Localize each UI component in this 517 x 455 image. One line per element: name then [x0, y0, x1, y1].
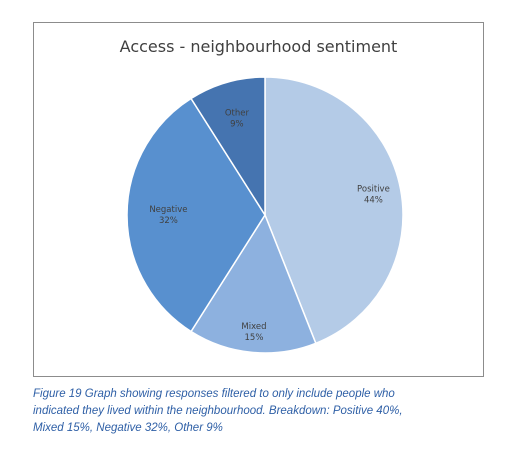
pie-slice-mixed	[190, 213, 317, 354]
slice-label-mixed: Mixed 15%	[241, 322, 266, 343]
slice-value-negative: 32%	[159, 216, 178, 226]
caption-line-1: Figure 19 Graph showing responses filter…	[33, 388, 395, 400]
slice-value-positive: 44%	[364, 195, 383, 205]
caption-line-2: indicated they lived within the neighbou…	[33, 405, 403, 417]
slice-label-negative: Negative 32%	[149, 205, 187, 226]
chart-title: Access - neighbourhood sentiment	[119, 37, 398, 56]
slice-value-other: 9%	[230, 119, 244, 129]
chart-frame: Access - neighbourhood sentiment Positiv…	[33, 22, 484, 377]
pie-slice-positive	[264, 76, 404, 345]
pie-slice-other	[190, 76, 266, 218]
pie-chart: Positive 44% Mixed 15% Negative 32% Other 9%	[126, 76, 404, 354]
slice-name-negative: Negative	[149, 205, 187, 215]
figure-caption: Figure 19 Graph showing responses filter…	[33, 386, 503, 437]
slice-name-other: Other	[225, 108, 250, 118]
caption-line-3: Mixed 15%, Negative 32%, Other 9%	[33, 422, 223, 434]
pie-slice-negative	[126, 97, 266, 333]
slice-name-positive: Positive	[357, 184, 390, 194]
slice-label-other: Other 9%	[225, 108, 250, 129]
slice-name-mixed: Mixed	[241, 322, 266, 332]
slice-value-mixed: 15%	[245, 333, 264, 343]
slice-label-positive: Positive 44%	[357, 184, 390, 205]
